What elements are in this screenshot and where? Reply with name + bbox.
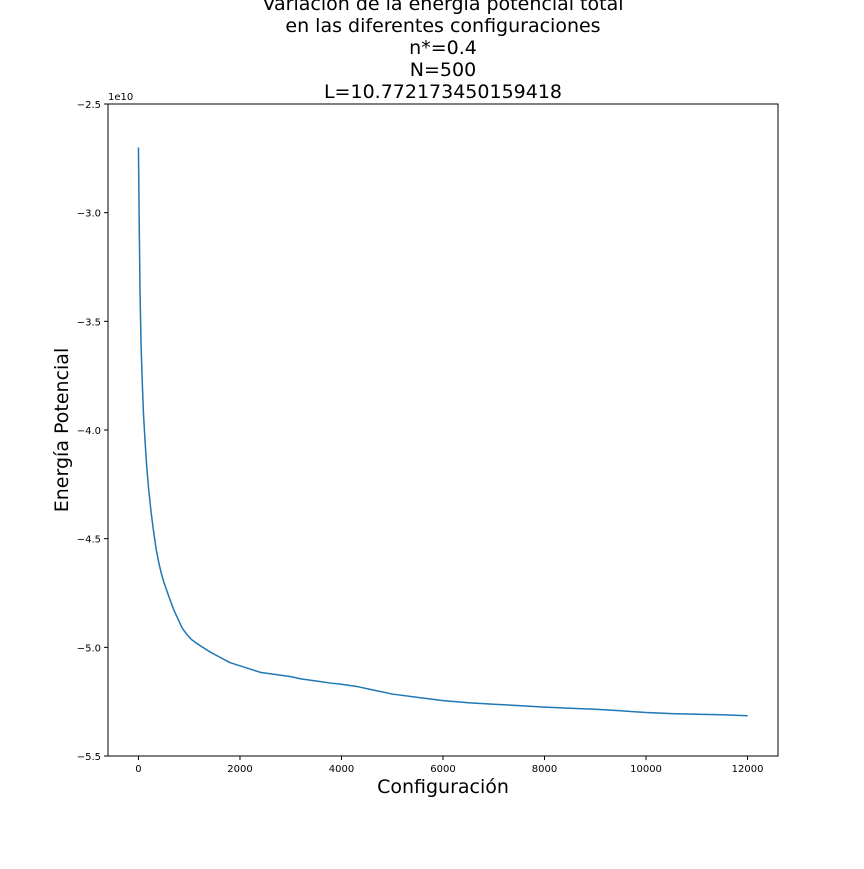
- chart-title-line: N=500: [410, 59, 476, 81]
- x-axis-ticks: 0 2000 4000 6000 8000 10000 12000: [135, 756, 763, 775]
- chart-title-line: en las diferentes configuraciones: [285, 15, 600, 37]
- y-axis-offset-label: 1e10: [108, 92, 133, 103]
- x-tick-label: 2000: [227, 764, 252, 775]
- x-tick-label: 10000: [630, 764, 662, 775]
- chart-title-line: Variación de la energía potencial total: [263, 0, 624, 15]
- chart-title-line: L=10.772173450159418: [324, 81, 562, 103]
- y-axis-label: Energía Potencial: [51, 348, 73, 512]
- x-tick-label: 8000: [532, 764, 557, 775]
- y-tick-label: −3.5: [77, 317, 101, 328]
- y-tick-label: −3.0: [77, 209, 101, 220]
- x-axis-label: Configuración: [377, 776, 509, 798]
- series-line: [137, 147, 748, 717]
- x-tick-label: 6000: [430, 764, 455, 775]
- y-tick-label: −2.5: [77, 100, 101, 111]
- y-tick-label: −5.5: [77, 752, 101, 763]
- y-tick-label: −4.5: [77, 535, 101, 546]
- chart-title: Variación de la energía potencial totale…: [263, 0, 624, 103]
- x-tick-label: 4000: [329, 764, 354, 775]
- y-tick-label: −5.0: [77, 643, 101, 654]
- y-axis-ticks: −5.5 −5.0 −4.5 −4.0 −3.5 −3.0 −2.5: [77, 100, 108, 763]
- x-tick-label: 12000: [732, 764, 764, 775]
- plot-area-frame: [107, 103, 779, 757]
- chart-title-line: n*=0.4: [409, 37, 477, 59]
- y-tick-label: −4.0: [77, 426, 101, 437]
- x-tick-label: 0: [135, 764, 141, 775]
- series-group: [137, 147, 748, 717]
